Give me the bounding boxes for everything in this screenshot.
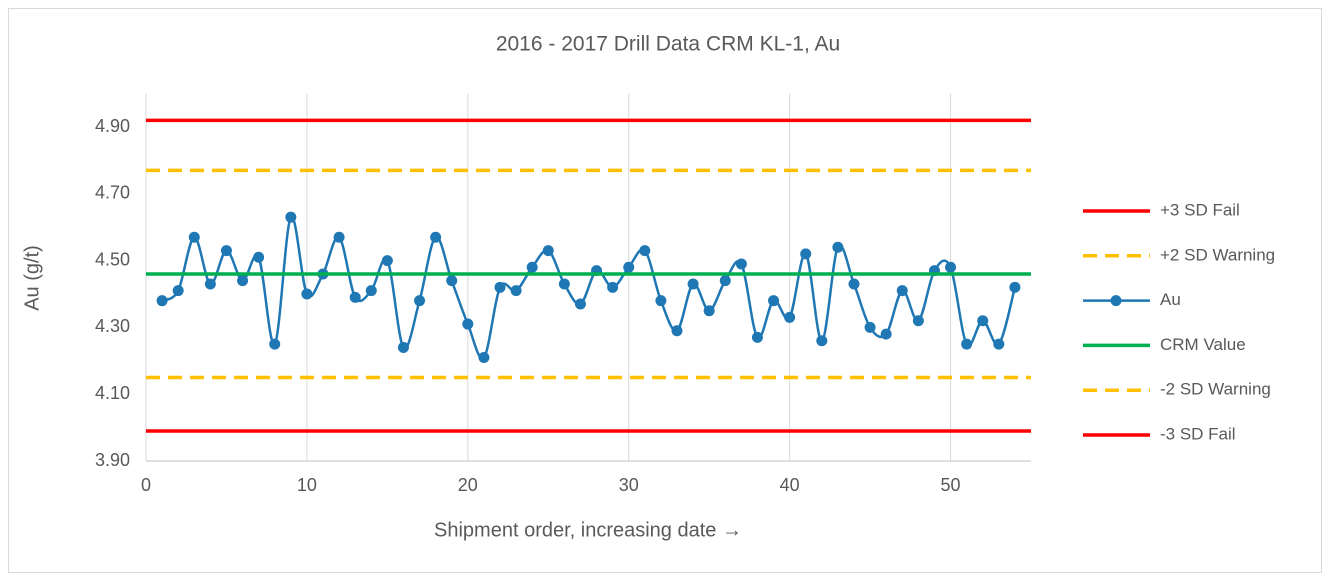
data-point (800, 248, 812, 260)
data-point (365, 285, 377, 297)
data-point (381, 255, 393, 267)
data-point (735, 258, 747, 270)
legend-marker (1110, 295, 1122, 307)
x-axis-label: Shipment order, increasing date → (434, 519, 742, 541)
data-point (510, 285, 522, 297)
x-tick-label: 10 (297, 475, 317, 495)
chart-title: 2016 - 2017 Drill Data CRM KL-1, Au (496, 33, 840, 56)
data-point (204, 278, 216, 290)
data-point (945, 261, 957, 273)
data-point (301, 288, 313, 300)
data-point (574, 298, 586, 310)
legend-label: +2 SD Warning (1160, 245, 1275, 264)
data-point (961, 338, 973, 350)
data-point (188, 231, 200, 243)
data-point (977, 315, 989, 327)
x-tick-label: 0 (141, 475, 151, 495)
data-point (526, 261, 538, 273)
legend-label: +3 SD Fail (1160, 200, 1240, 219)
data-point (912, 315, 924, 327)
data-point (607, 281, 619, 293)
data-point (655, 295, 667, 307)
x-tick-label: 30 (619, 475, 639, 495)
x-tick-label: 50 (941, 475, 961, 495)
data-point (478, 351, 490, 363)
data-point (1009, 281, 1021, 293)
data-point (397, 341, 409, 353)
legend-label: Au (1160, 290, 1181, 309)
data-point (285, 211, 297, 223)
data-point (430, 231, 442, 243)
data-point (671, 325, 683, 337)
data-point (414, 295, 426, 307)
data-point (687, 278, 699, 290)
y-tick-label: 3.90 (95, 450, 130, 470)
data-point (333, 231, 345, 243)
x-tick-label: 40 (780, 475, 800, 495)
y-tick-label: 4.10 (95, 383, 130, 403)
y-tick-label: 4.90 (95, 116, 130, 136)
data-point (558, 278, 570, 290)
legend-label: -2 SD Warning (1160, 380, 1271, 399)
data-point (172, 285, 184, 297)
data-point (253, 251, 265, 263)
y-tick-label: 4.50 (95, 249, 130, 269)
data-point (896, 285, 908, 297)
data-point (156, 295, 168, 307)
data-point (349, 291, 361, 303)
data-point (494, 281, 506, 293)
data-point (542, 245, 554, 257)
data-point (269, 338, 281, 350)
y-tick-label: 4.70 (95, 183, 130, 203)
data-point (816, 335, 828, 347)
legend-label: -3 SD Fail (1160, 424, 1236, 443)
data-point (848, 278, 860, 290)
data-point (719, 275, 731, 287)
data-point (237, 275, 249, 287)
data-point (703, 305, 715, 317)
data-point (639, 245, 651, 257)
data-point (880, 328, 892, 340)
data-point (768, 295, 780, 307)
data-point (446, 275, 458, 287)
data-point (784, 311, 796, 323)
legend-label: CRM Value (1160, 335, 1246, 354)
y-axis-label: Au (g/t) (21, 245, 43, 311)
data-point (832, 241, 844, 253)
data-point (462, 318, 474, 330)
data-point (864, 321, 876, 333)
data-point (220, 245, 232, 257)
x-tick-label: 20 (458, 475, 478, 495)
data-point (993, 338, 1005, 350)
chart-frame (8, 8, 1322, 573)
y-tick-label: 4.30 (95, 316, 130, 336)
data-point (751, 331, 763, 343)
data-point (623, 261, 635, 273)
